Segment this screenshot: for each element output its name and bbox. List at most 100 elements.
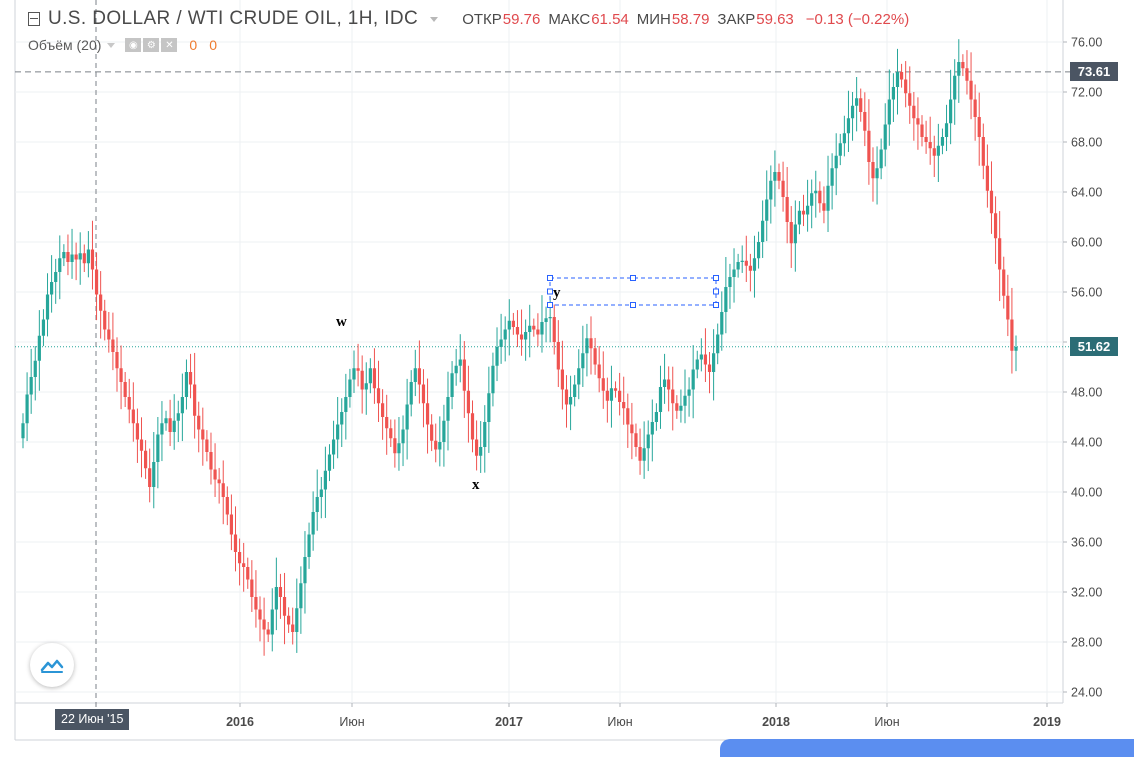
candle [499,313,503,364]
bottom-toolbar-strip[interactable] [720,739,1134,757]
candle-body [123,382,127,397]
candle [765,170,769,242]
volume-value-1: 0 [189,37,198,53]
candle-body [556,342,560,370]
candle [299,566,303,634]
gear-icon[interactable]: ⚙ [143,38,160,52]
candle [977,92,981,166]
candle-body [405,404,409,430]
candle-body [814,190,818,194]
volume-label[interactable]: Объём (20) [28,37,102,53]
candle-body [785,197,789,222]
candle-body [143,450,148,469]
collapse-toggle-icon[interactable] [28,12,40,26]
drawing-resize-handle[interactable] [547,302,553,308]
candle-body [998,238,1002,270]
candle-body [254,597,258,610]
candle [577,349,581,400]
candle-body [667,379,671,390]
candle [103,299,107,341]
candle [597,346,601,393]
drawing-resize-handle[interactable] [630,275,636,281]
candle-body [495,347,499,366]
low-label: МИН [636,10,671,28]
eye-icon[interactable]: ◉ [125,38,142,52]
drawing-rectangle[interactable] [547,275,719,308]
candle [188,353,193,399]
candle-body [499,339,503,347]
candle [662,353,667,404]
candle [908,66,912,124]
candle [115,337,119,392]
candle [180,373,184,442]
candle [601,351,605,409]
price-tick-label: 24.00 [1071,686,1102,700]
tradingview-cloud-icon[interactable] [30,643,74,687]
candle [519,309,524,356]
symbol-title[interactable]: U.S. DOLLAR / WTI CRUDE OIL, 1Н, IDC [48,8,419,29]
candle-body [875,168,879,179]
candle [916,97,920,150]
price-tick-label: 60.00 [1071,236,1102,250]
candle-body [381,403,385,417]
annotation-x[interactable]: x [472,477,480,493]
candle-body [152,462,156,487]
candle [871,147,875,202]
volume-value-2: 0 [209,37,217,53]
candle-body [646,434,650,449]
symbol-dropdown-icon[interactable] [430,16,439,22]
candle [282,572,287,645]
candle-body [111,339,115,352]
candle-body [626,408,630,425]
candle [270,588,274,652]
candle-body [417,368,421,385]
drawing-resize-handle[interactable] [630,302,636,308]
candle [184,359,189,410]
candle [123,372,127,407]
candle-body [879,149,883,169]
candle-body [654,412,658,422]
time-axis[interactable]: 2016 Июн 2017 Июн 2018 Июн 2019 [226,703,1061,729]
candle-body [295,608,299,632]
candle [634,423,638,457]
candle [466,365,471,443]
candle-body [246,567,250,580]
candle-body [323,470,327,490]
candle [135,408,140,463]
candle [658,365,663,429]
ohlc-low: МИН58.79 [637,11,710,28]
annotation-y[interactable]: y [553,285,561,301]
candle [957,39,961,103]
drawing-resize-handle[interactable] [713,302,719,308]
candle-body [33,360,37,377]
candle [985,144,989,208]
time-tick-label: 2018 [762,715,790,729]
close-icon[interactable]: ✕ [161,38,178,52]
candle-body [299,583,303,609]
candle [319,477,323,519]
candle [385,394,389,455]
volume-dropdown-icon[interactable] [107,42,116,48]
candle-body [470,413,475,440]
candle [814,170,818,218]
candle-body [634,433,638,447]
candle-body [201,429,205,440]
drawing-resize-handle[interactable] [547,275,553,281]
candle [237,538,242,586]
drawing-resize-handle[interactable] [713,275,719,281]
candle-body [41,319,46,336]
drawing-resize-handle[interactable] [547,288,553,295]
candle [879,138,883,180]
candle-body [242,563,246,567]
candle [544,306,548,343]
candle [712,329,716,401]
candle [1010,287,1014,374]
candle-body [193,384,197,416]
candle-body [229,514,234,535]
drawing-resize-handle[interactable] [713,288,719,295]
candle [352,350,356,393]
candle [364,362,368,415]
annotation-w[interactable]: w [336,314,347,330]
